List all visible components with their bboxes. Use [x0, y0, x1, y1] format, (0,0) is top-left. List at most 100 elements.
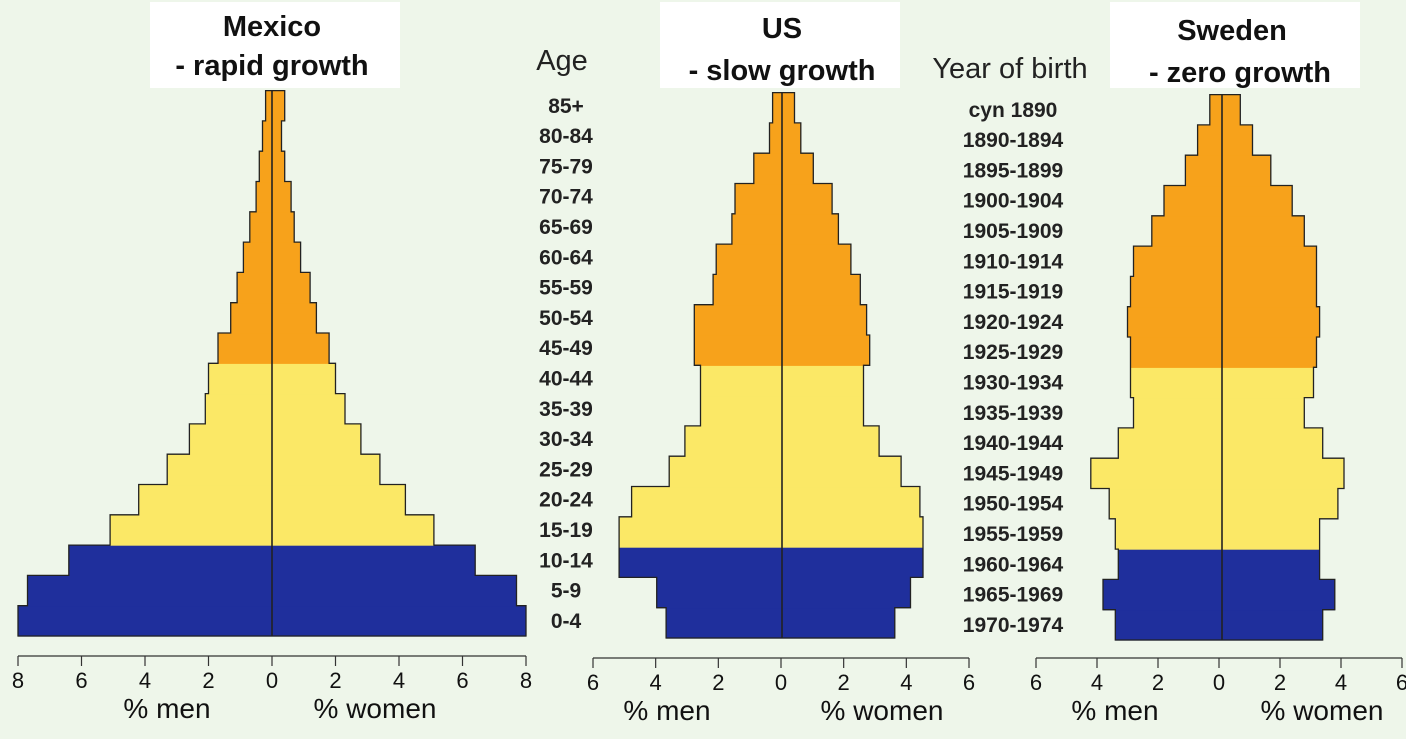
mexico-xlabel-men: % men: [123, 693, 210, 724]
us-bar-women-25-29: [782, 456, 902, 488]
sweden-bar-men-1935-1939: [1133, 397, 1222, 429]
us-bar-men-0-4: [666, 607, 782, 639]
us-bar-women-60-64: [782, 244, 851, 275]
sweden-bar-men-1890-1894: [1197, 124, 1222, 156]
sweden-bar-women-1960-1964: [1222, 549, 1320, 580]
age-label: 45-49: [539, 337, 593, 360]
birth-year-label: 1920-1924: [963, 311, 1064, 334]
age-label: 80-84: [539, 125, 593, 148]
age-label: 50-54: [539, 307, 593, 330]
mexico-bar-women-20-24: [272, 484, 406, 516]
mexico-tick-label: 2: [202, 668, 214, 693]
us-bar-men-10-14: [619, 547, 782, 578]
sweden-bar-women-1945-1949: [1222, 458, 1344, 490]
mexico-bar-women-35-39: [272, 393, 346, 425]
mexico-tick-label: 8: [520, 668, 532, 693]
us-bar-men-60-64: [716, 244, 782, 275]
us-bar-women-75-79: [782, 153, 814, 185]
mexico-tick-label: 2: [329, 668, 341, 693]
mexico-bar-women-60-64: [272, 242, 301, 273]
mexico-bar-men-80-84: [262, 120, 272, 152]
mexico-bar-men-30-34: [189, 423, 272, 455]
mexico-bar-men-40-44: [208, 363, 272, 395]
mexico-bar-men-50-54: [230, 302, 272, 334]
us-tick-label: 6: [587, 670, 599, 695]
sweden-bar-women-1895-1899: [1222, 155, 1271, 187]
mexico-bar-women-5-9: [272, 575, 517, 607]
mexico-tick-label: 0: [266, 668, 278, 693]
birth-year-label: cyn 1890: [969, 99, 1058, 122]
mexico-bar-women-0-4: [272, 605, 526, 637]
mexico-bar-men-25-29: [167, 454, 272, 486]
mexico-bar-women-10-14: [272, 545, 476, 576]
sweden-bar-women-1900-1904: [1222, 185, 1293, 217]
mexico-bar-men-20-24: [138, 484, 272, 516]
birth-year-label: 1960-1964: [963, 553, 1064, 576]
mexico-bar-women-75-79: [272, 151, 285, 183]
age-label: 55-59: [539, 277, 593, 300]
us-bar-women-40-44: [782, 365, 864, 397]
us-bar-men-35-39: [700, 395, 782, 427]
mexico-bar-women-40-44: [272, 363, 336, 395]
sweden-bar-men-1955-1959: [1115, 518, 1222, 550]
mexico-bar-men-85+: [265, 90, 272, 122]
us-tick-label: 2: [712, 670, 724, 695]
age-label: 15-19: [539, 519, 593, 542]
birth-year-label: 1930-1934: [963, 371, 1064, 394]
mexico-subtitle: - rapid growth: [175, 50, 368, 82]
age-label: 40-44: [539, 367, 593, 390]
sweden-bar-women-1950-1954: [1222, 488, 1338, 520]
mexico-bar-women-70-74: [272, 181, 292, 213]
mexico-bar-women-30-34: [272, 423, 361, 455]
mexico-bar-women-80-84: [272, 120, 282, 152]
us-bar-men-25-29: [669, 456, 782, 488]
mexico-pyramid-outline: [17, 89, 527, 637]
age-label: 75-79: [539, 155, 593, 178]
us-bar-women-0-4: [782, 607, 895, 639]
mexico-title: Mexico: [223, 11, 321, 43]
us-bar-men-15-19: [619, 516, 782, 548]
age-label: 30-34: [539, 428, 593, 451]
mexico-xlabel-women: % women: [314, 693, 437, 724]
sweden-bar-women-1925-1929: [1222, 337, 1317, 368]
sweden-bar-women-1970-1974: [1222, 609, 1323, 641]
age-header: Age: [536, 45, 588, 77]
us-bar-men-70-74: [735, 183, 782, 215]
mexico-bar-men-15-19: [110, 514, 272, 546]
sweden-bar-men-1925-1929: [1130, 337, 1222, 368]
mexico-bar-women-65-69: [272, 211, 295, 243]
sweden-bar-men-1905-1909: [1151, 215, 1222, 247]
pyramid-bars: [17, 89, 1345, 641]
us-bar-women-20-24: [782, 486, 920, 518]
sweden-bar-men-1900-1904: [1164, 185, 1222, 217]
birth-year-label: 1945-1949: [963, 462, 1063, 485]
x-axes: 8 6 4 2 0 2 4 6 8 6 4 2 0 2 4 6 6 4 2 0 2 4 6: [12, 655, 1406, 695]
age-label: 10-14: [539, 549, 593, 572]
mexico-bar-women-50-54: [272, 302, 317, 334]
birth-year-label: 1900-1904: [963, 190, 1064, 213]
sweden-tick-label: 0: [1213, 670, 1225, 695]
us-bar-men-20-24: [631, 486, 782, 518]
sweden-title: Sweden: [1177, 15, 1287, 47]
mexico-bar-men-75-79: [259, 151, 272, 183]
us-tick-label: 4: [900, 670, 912, 695]
birth-year-label: 1950-1954: [963, 493, 1064, 516]
sweden-title-background: [1110, 2, 1360, 88]
sweden-bar-women-1965-1969: [1222, 579, 1335, 611]
sweden-bar-women-1890-1894: [1222, 124, 1253, 156]
sweden-bar-men-1940-1944: [1118, 427, 1222, 459]
us-bar-men-5-9: [656, 577, 782, 609]
mexico-bar-men-55-59: [237, 272, 272, 304]
us-tick-label: 0: [775, 670, 787, 695]
mexico-bar-women-85+: [272, 90, 285, 122]
us-bar-women-50-54: [782, 304, 867, 336]
sweden-tick-label: 2: [1152, 670, 1164, 695]
us-title: US: [762, 13, 802, 45]
us-bar-men-50-54: [694, 304, 782, 336]
sweden-bar-men-1950-1954: [1109, 488, 1222, 520]
us-bar-women-85+: [782, 92, 795, 124]
us-bar-women-15-19: [782, 516, 923, 548]
age-label: 60-64: [539, 246, 593, 269]
sweden-tick-label: 2: [1274, 670, 1286, 695]
